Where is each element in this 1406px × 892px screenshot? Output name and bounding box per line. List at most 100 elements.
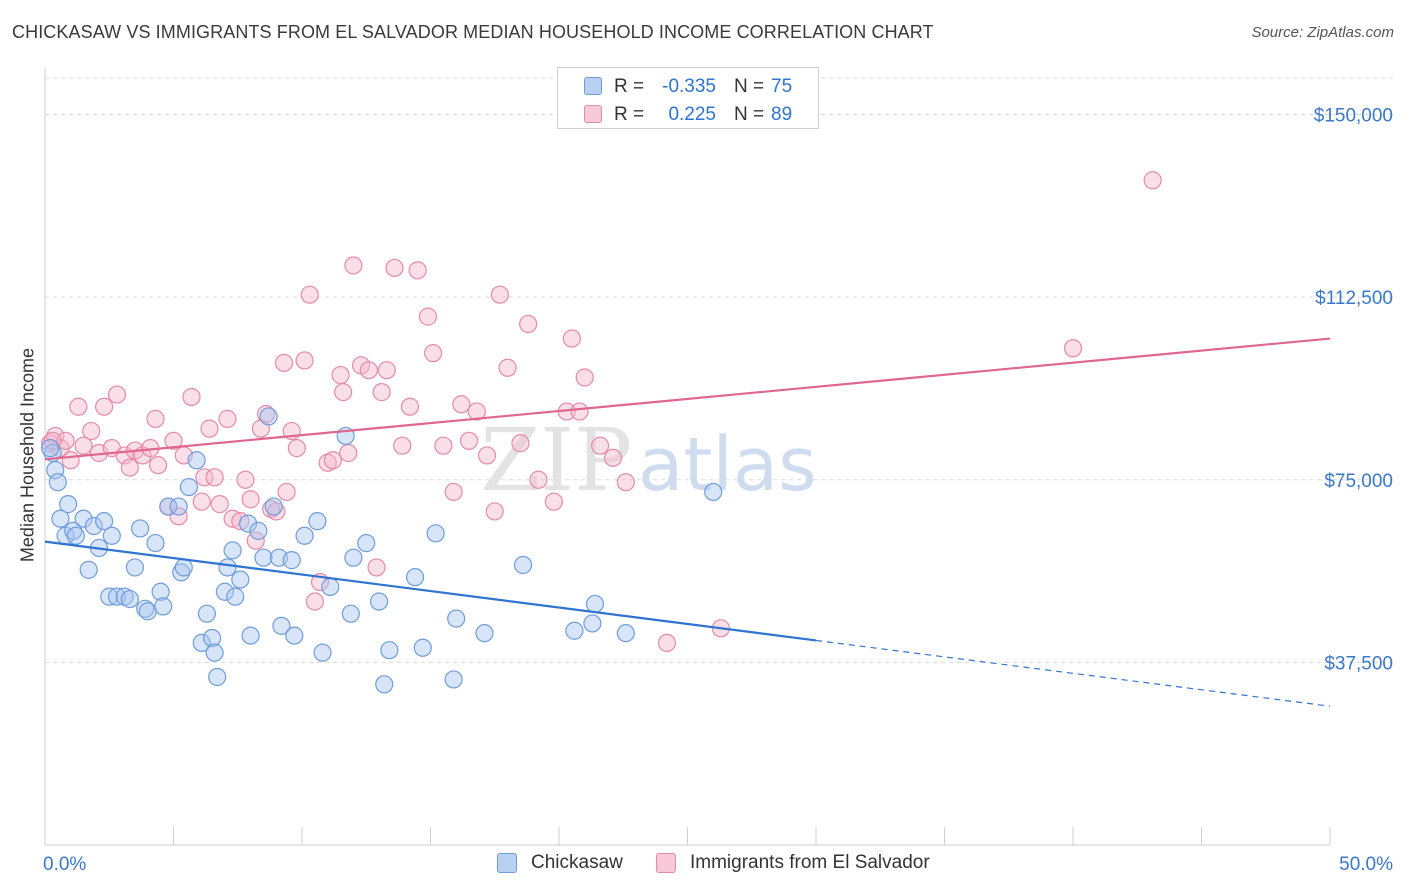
point-chickasaw bbox=[172, 563, 191, 582]
point-chickasaw bbox=[380, 641, 399, 660]
tick-labels: $37,500 $75,000 $112,500 $150,000 0.0% 50.0% bbox=[43, 106, 1393, 875]
point-el-salvador bbox=[511, 434, 530, 453]
point-el-salvador bbox=[146, 409, 165, 428]
legend-swatch-el-salvador bbox=[584, 105, 602, 123]
bottom-legend-el-salvador: Immigrants from El Salvador bbox=[656, 851, 956, 877]
point-chickasaw bbox=[585, 594, 605, 614]
point-chickasaw bbox=[370, 592, 389, 611]
point-el-salvador bbox=[182, 387, 201, 407]
point-el-salvador bbox=[192, 492, 211, 511]
point-chickasaw bbox=[192, 633, 211, 653]
x-tick-label-end: 50.0% bbox=[1339, 854, 1393, 875]
legend-r-label: R = bbox=[614, 104, 645, 125]
point-chickasaw bbox=[704, 482, 723, 502]
bottom-legend-swatch-chickasaw bbox=[497, 853, 517, 873]
point-el-salvador bbox=[544, 492, 563, 511]
point-el-salvador bbox=[485, 502, 504, 521]
point-el-salvador bbox=[323, 451, 342, 470]
bottom-legend-swatch-el-salvador bbox=[656, 853, 676, 873]
legend-r-value: 0.225 bbox=[668, 104, 716, 125]
point-chickasaw bbox=[231, 570, 250, 589]
point-chickasaw bbox=[51, 509, 70, 528]
point-chickasaw bbox=[79, 560, 98, 579]
point-el-salvador bbox=[334, 383, 353, 402]
point-chickasaw bbox=[259, 407, 278, 426]
point-chickasaw bbox=[313, 643, 332, 662]
point-el-salvador bbox=[241, 490, 260, 509]
point-el-salvador bbox=[56, 431, 75, 450]
point-chickasaw bbox=[154, 597, 173, 616]
point-el-salvador bbox=[218, 409, 237, 428]
point-chickasaw bbox=[616, 624, 635, 643]
point-el-salvador bbox=[295, 351, 314, 370]
point-chickasaw bbox=[444, 670, 463, 689]
point-chickasaw bbox=[159, 497, 178, 516]
point-el-salvador bbox=[444, 482, 463, 502]
point-el-salvador bbox=[657, 633, 677, 653]
y-tick-label: $150,000 bbox=[1314, 106, 1393, 127]
legend-row-el-salvador: R = 0.225 N = 89 bbox=[558, 100, 818, 128]
point-el-salvador bbox=[477, 446, 497, 465]
point-el-salvador bbox=[467, 402, 486, 421]
point-el-salvador bbox=[267, 502, 286, 521]
point-chickasaw bbox=[151, 582, 170, 601]
source-label: Source: ZipAtlas.com bbox=[1251, 24, 1394, 41]
y-tick-label: $37,500 bbox=[1324, 653, 1393, 674]
point-el-salvador bbox=[300, 285, 319, 304]
point-el-salvador bbox=[200, 419, 219, 438]
point-chickasaw bbox=[187, 451, 206, 470]
point-el-salvador bbox=[418, 307, 438, 326]
point-chickasaw bbox=[64, 521, 83, 540]
point-el-salvador bbox=[519, 314, 538, 334]
point-el-salvador bbox=[305, 592, 324, 611]
point-el-salvador bbox=[69, 397, 88, 416]
point-el-salvador bbox=[570, 402, 589, 421]
point-chickasaw bbox=[136, 599, 155, 618]
point-chickasaw bbox=[102, 526, 121, 545]
point-chickasaw bbox=[341, 604, 360, 623]
series-el-salvador-points bbox=[41, 171, 1162, 653]
point-chickasaw bbox=[174, 558, 193, 577]
point-chickasaw bbox=[41, 439, 60, 458]
point-chickasaw bbox=[565, 621, 584, 640]
point-chickasaw bbox=[95, 512, 114, 531]
watermark-atlas: atlas bbox=[638, 422, 817, 508]
point-chickasaw bbox=[285, 626, 304, 645]
point-chickasaw bbox=[344, 548, 363, 567]
point-chickasaw bbox=[208, 667, 227, 687]
point-el-salvador bbox=[74, 436, 93, 455]
point-chickasaw bbox=[413, 638, 432, 657]
point-el-salvador bbox=[400, 397, 420, 416]
point-chickasaw bbox=[226, 587, 245, 606]
point-chickasaw bbox=[238, 514, 258, 533]
point-chickasaw bbox=[447, 609, 466, 628]
watermark-zip: ZIP bbox=[480, 411, 632, 511]
point-el-salvador bbox=[256, 404, 276, 424]
bottom-legend-chickasaw: Chickasaw bbox=[497, 851, 647, 877]
point-chickasaw bbox=[405, 568, 425, 587]
legend-r-value: -0.335 bbox=[662, 76, 716, 97]
point-chickasaw bbox=[357, 533, 376, 553]
point-el-salvador bbox=[603, 448, 623, 467]
point-el-salvador bbox=[459, 431, 479, 450]
point-chickasaw bbox=[321, 577, 340, 596]
trend-line-chickasaw-extension bbox=[815, 639, 1331, 707]
point-el-salvador bbox=[359, 361, 378, 380]
point-el-salvador bbox=[61, 451, 80, 470]
bottom-legend-label-chickasaw: Chickasaw bbox=[531, 852, 623, 873]
point-chickasaw bbox=[146, 533, 165, 553]
point-el-salvador bbox=[236, 470, 255, 489]
point-el-salvador bbox=[377, 361, 396, 380]
point-chickasaw bbox=[202, 628, 222, 648]
point-chickasaw bbox=[205, 643, 224, 662]
point-chickasaw bbox=[48, 473, 67, 492]
point-chickasaw bbox=[100, 587, 119, 606]
point-el-salvador bbox=[148, 456, 168, 475]
point-el-salvador bbox=[107, 385, 127, 404]
point-el-salvador bbox=[95, 397, 114, 416]
point-chickasaw bbox=[513, 555, 533, 575]
point-chickasaw bbox=[59, 495, 78, 514]
point-chickasaw bbox=[84, 516, 103, 536]
point-el-salvador bbox=[529, 470, 548, 489]
